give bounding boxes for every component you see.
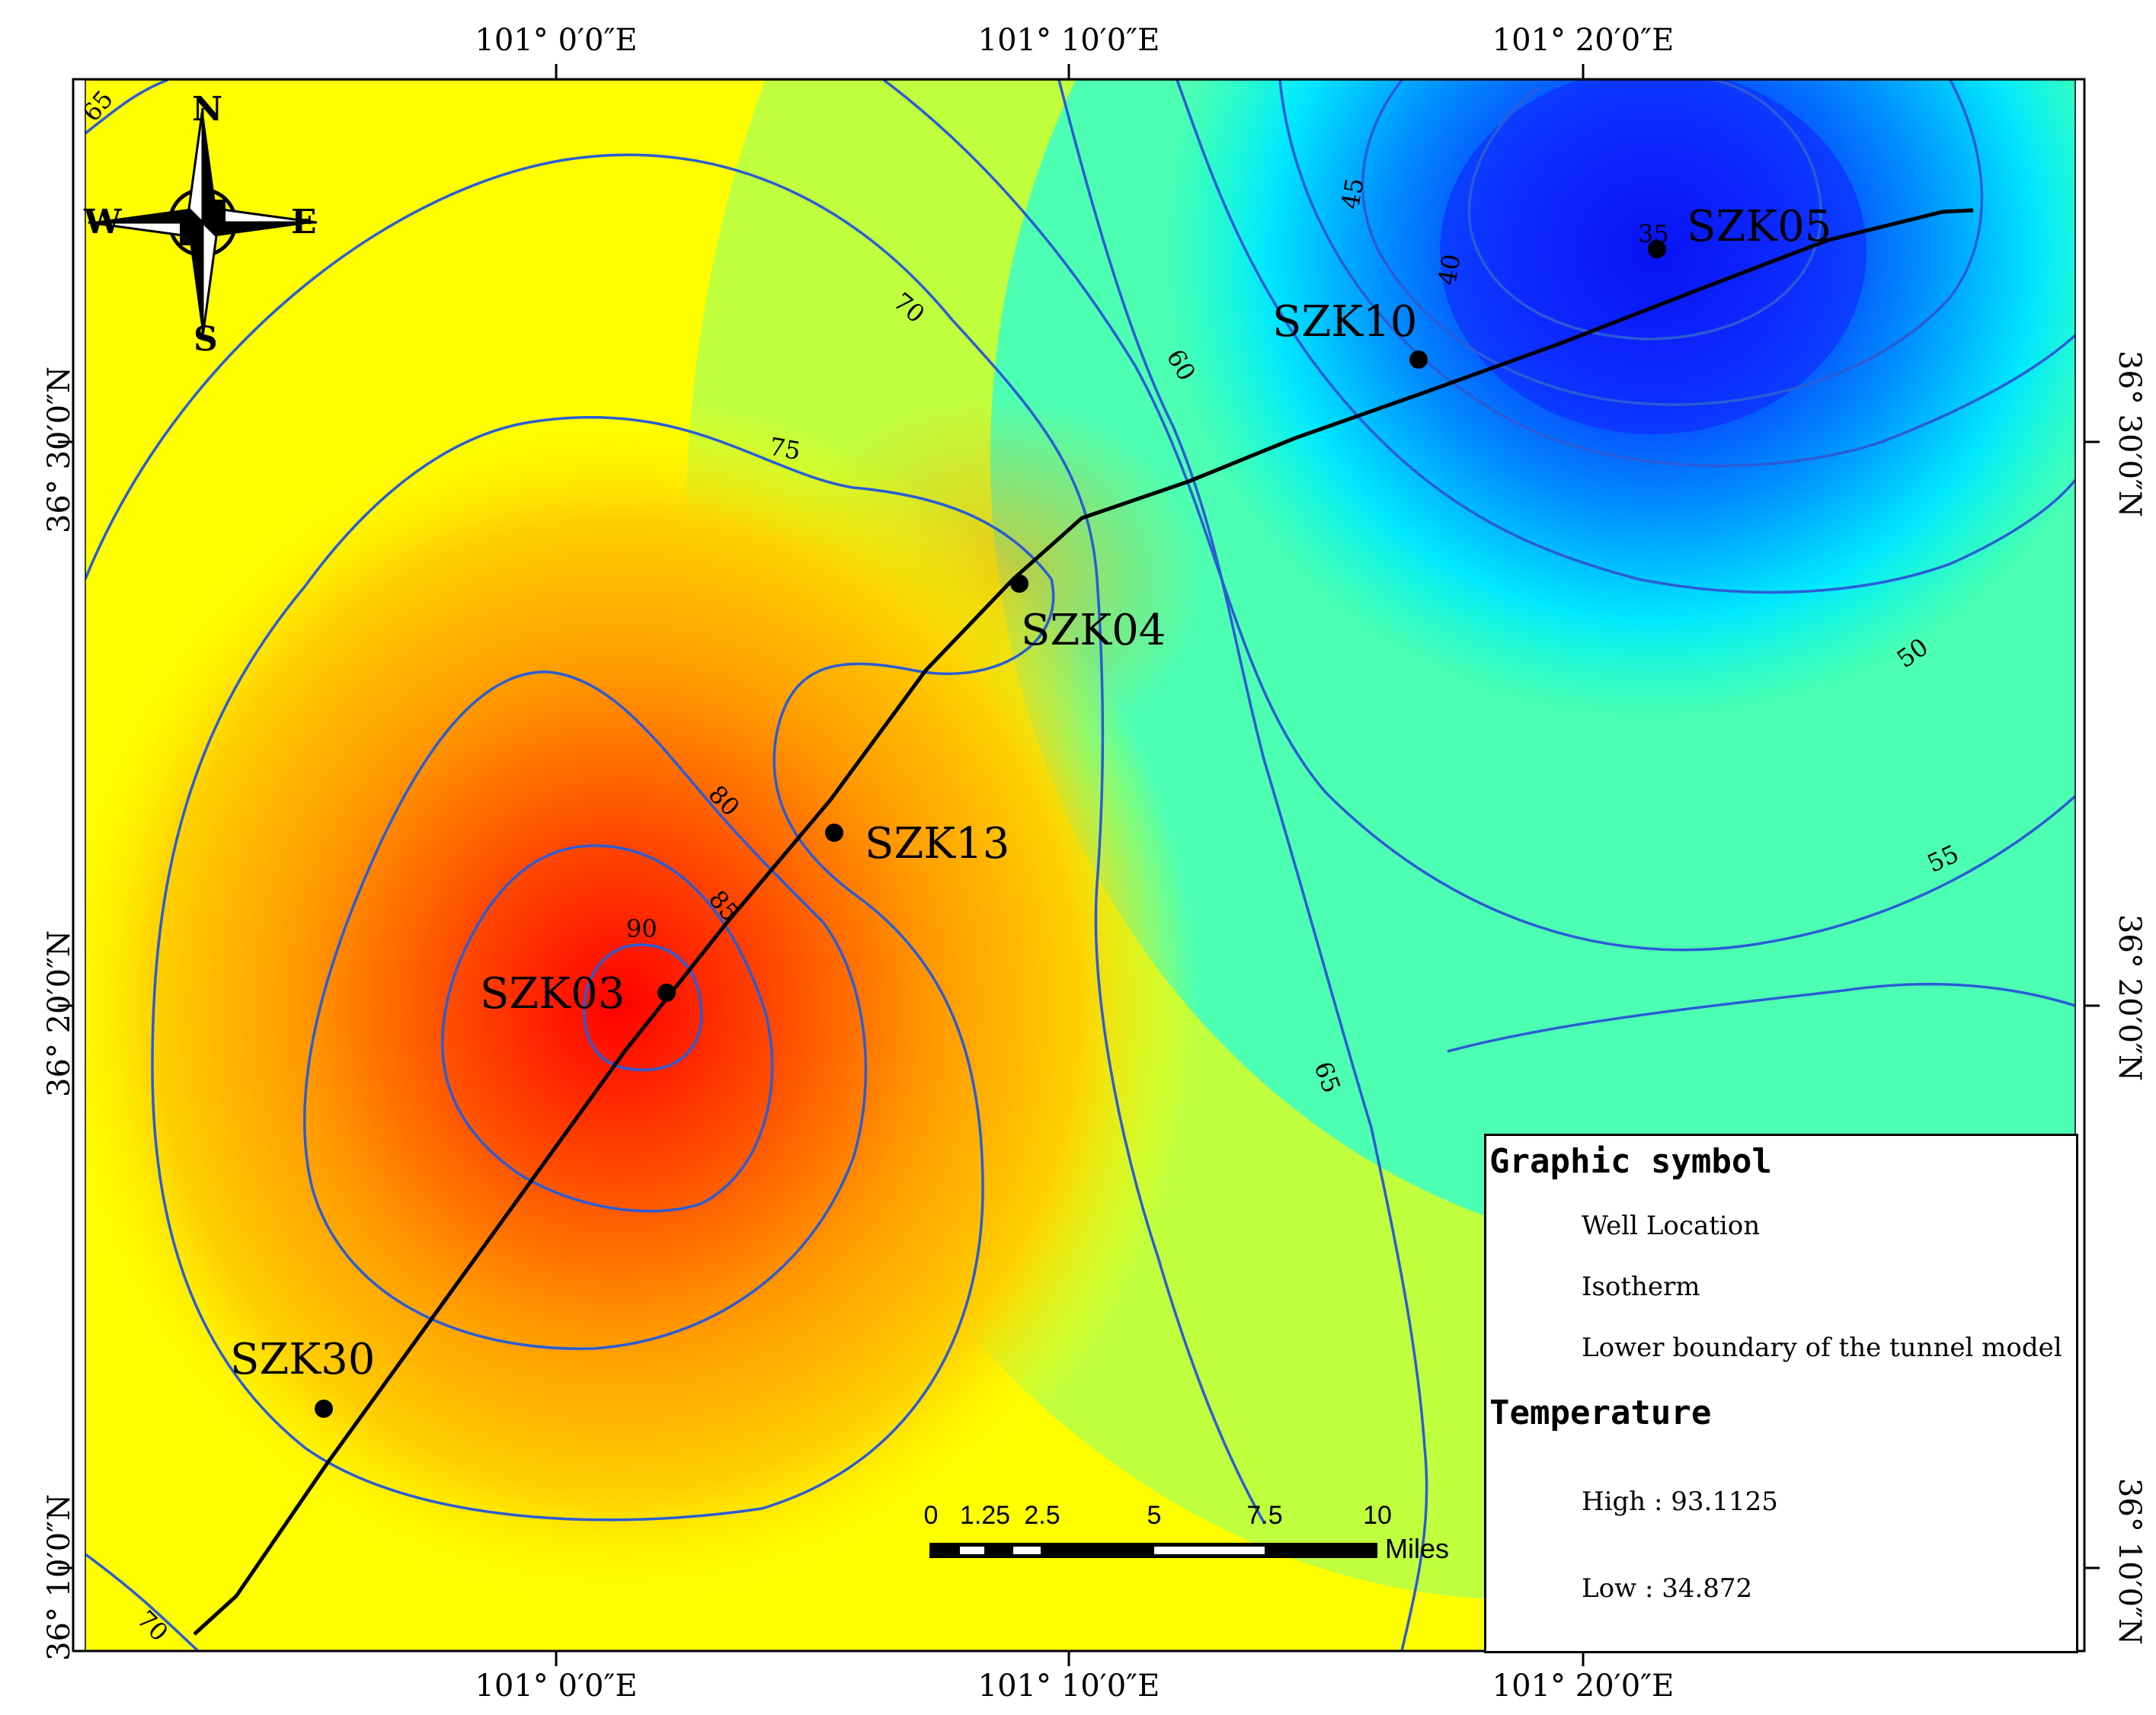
- well-marker-szk03[interactable]: [657, 984, 676, 1002]
- contour-label: 40: [1432, 251, 1467, 288]
- isotherm-65-topleft: [85, 80, 168, 135]
- isotherm-40: [1467, 80, 1822, 341]
- legend-low-label: Low : 34.872: [1582, 1573, 1753, 1604]
- lat-label-right-3: 36° 10′0″N: [2112, 1478, 2147, 1645]
- lon-label-top-1: 101° 0′0″E: [475, 23, 638, 58]
- contour-label: 75: [767, 431, 803, 466]
- scale-bar-graphic: [929, 1543, 1377, 1558]
- well-marker-szk13[interactable]: [825, 824, 843, 842]
- compass-west-label: W: [84, 203, 122, 242]
- scale-tick-label: 1.25: [959, 1501, 1011, 1530]
- lat-label-left-2: 36° 20′0″N: [42, 930, 77, 1097]
- scale-tick-label: 0: [923, 1501, 939, 1530]
- well-label-szk04: SZK04: [1021, 606, 1166, 655]
- compass-south-label: S: [194, 320, 218, 359]
- compass-north-label: N: [192, 90, 223, 129]
- lon-label-bottom-1: 101° 0′0″E: [475, 1669, 638, 1704]
- legend-isotherm-label: Isotherm: [1582, 1272, 1700, 1302]
- scale-tick-label: 2.5: [1024, 1501, 1060, 1530]
- scale-unit-label: Miles: [1385, 1533, 1450, 1564]
- contour-label: 35: [1638, 219, 1669, 248]
- well-marker-szk04[interactable]: [1010, 574, 1028, 593]
- isotherm-85: [440, 844, 774, 1213]
- legend-well-label: Well Location: [1582, 1211, 1761, 1241]
- isotherm-lines: [85, 80, 2075, 1651]
- well-label-szk10: SZK10: [1272, 297, 1418, 347]
- compass-rose-icon: [88, 107, 318, 338]
- isotherm-80: [303, 670, 868, 1350]
- lat-label-right-2: 36° 20′0″N: [2112, 914, 2147, 1081]
- isotherm-55: [1176, 80, 2075, 594]
- well-label-szk13: SZK13: [865, 819, 1010, 869]
- legend-panel: Graphic symbol Well Location Isotherm Lo…: [1484, 1134, 2078, 1653]
- contour-label: 90: [626, 914, 657, 943]
- isotherm-45: [1361, 80, 1983, 406]
- isotherm-65: [1057, 80, 1428, 1651]
- isotherm-90: [583, 943, 703, 1072]
- contour-label: 45: [1336, 175, 1370, 212]
- legend-temperature-title: Temperature: [1489, 1393, 1712, 1432]
- legend-high-label: High : 93.1125: [1582, 1486, 1778, 1517]
- scale-tick-label: 10: [1363, 1501, 1392, 1530]
- isotherm-75: [151, 415, 1055, 1521]
- isotherm-50: [1278, 80, 2075, 1053]
- isotherm-60: [882, 80, 2075, 952]
- lon-label-top-3: 101° 20′0″E: [1492, 23, 1675, 58]
- scale-tick-label: 5: [1147, 1501, 1162, 1530]
- well-label-szk05: SZK05: [1687, 202, 1832, 251]
- well-marker-szk10[interactable]: [1409, 350, 1428, 369]
- well-label-szk03: SZK03: [480, 969, 625, 1019]
- legend-boundary-label: Lower boundary of the tunnel model: [1582, 1333, 2062, 1363]
- isotherm-70: [85, 153, 1266, 1651]
- lat-label-left-3: 36° 10′0″N: [42, 1494, 77, 1661]
- lat-label-right-1: 36° 30′0″N: [2112, 350, 2147, 517]
- well-markers: [315, 240, 1666, 1418]
- lon-label-bottom-2: 101° 10′0″E: [977, 1669, 1160, 1704]
- scale-tick-label: 7.5: [1246, 1501, 1283, 1530]
- compass-east-label: E: [291, 203, 317, 242]
- well-marker-szk05[interactable]: [1648, 240, 1666, 258]
- map-inner-border: [85, 79, 2076, 1652]
- lon-label-top-2: 101° 10′0″E: [977, 23, 1160, 58]
- graticule-ticks: [58, 64, 2100, 1666]
- legend-title: Graphic symbol: [1489, 1142, 1772, 1181]
- well-label-szk30: SZK30: [230, 1335, 376, 1384]
- well-marker-szk30[interactable]: [315, 1400, 333, 1418]
- lat-label-left-1: 36° 30′0″N: [42, 366, 77, 533]
- lon-label-bottom-3: 101° 20′0″E: [1492, 1669, 1675, 1704]
